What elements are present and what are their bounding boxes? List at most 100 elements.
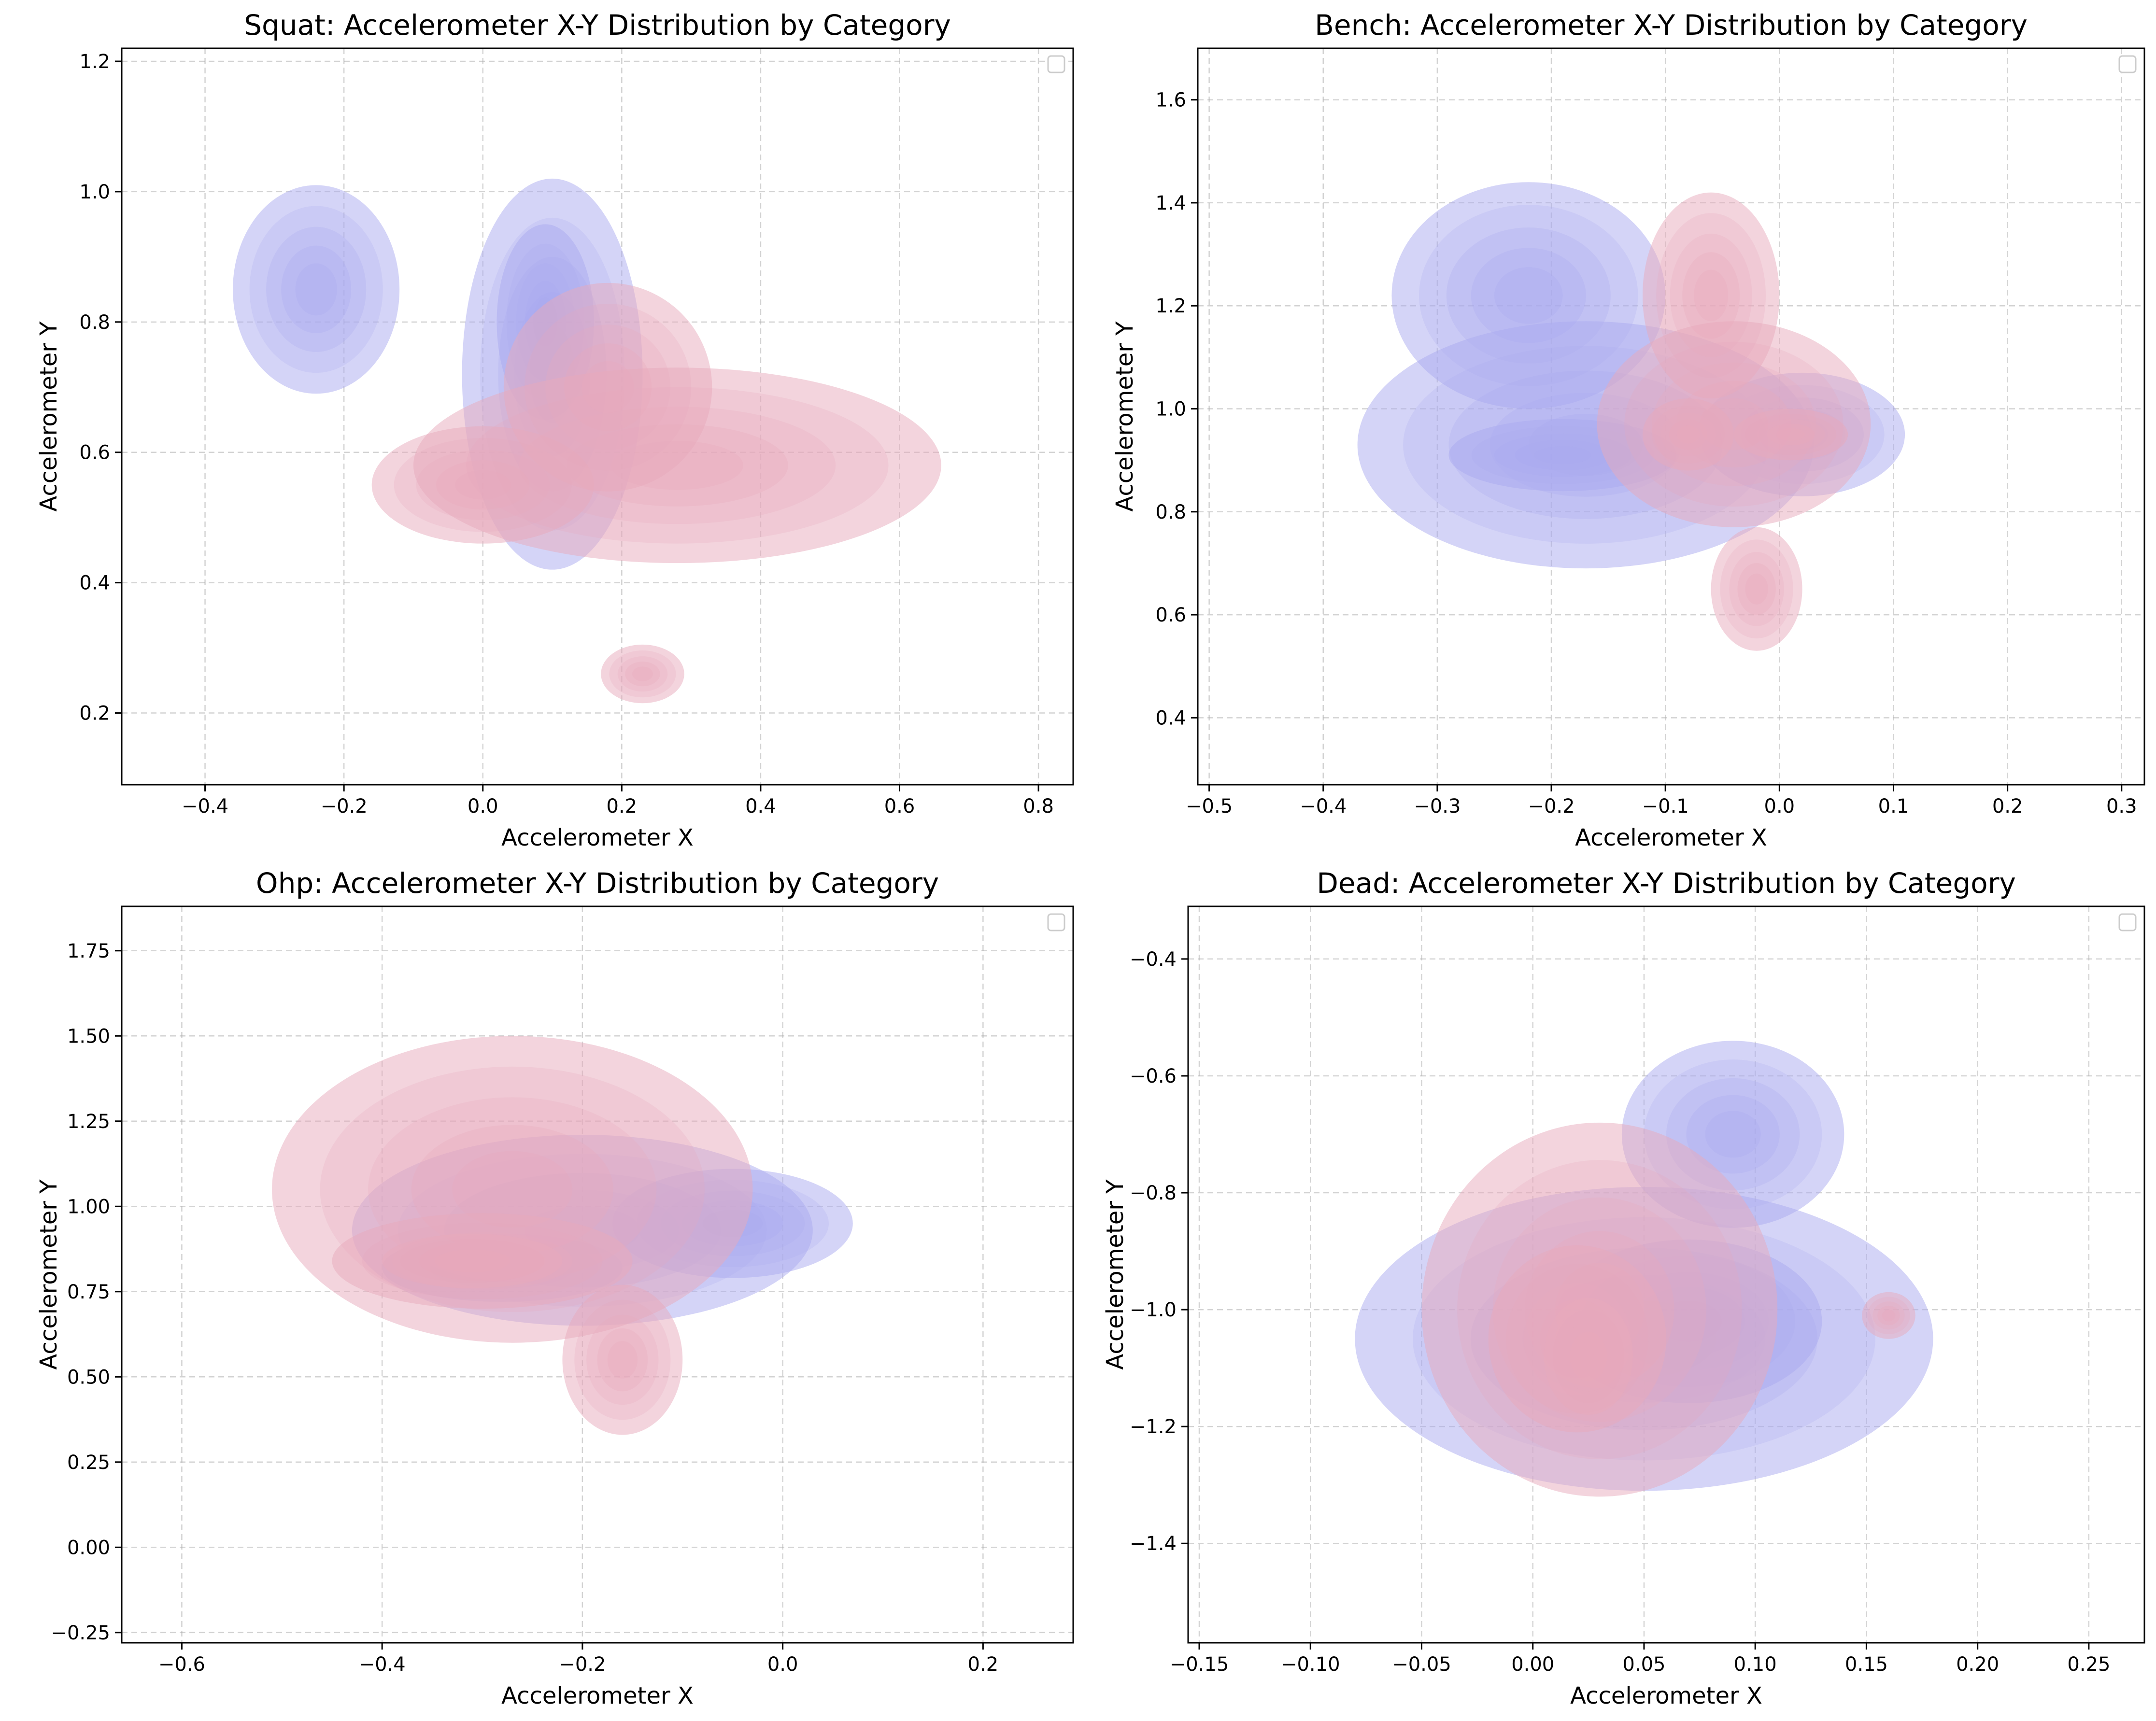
chart-4-ylabel: Accelerometer Y bbox=[1102, 1179, 1129, 1370]
chart-3-legend bbox=[1047, 913, 1065, 931]
chart-2-xtick-label-2: −0.3 bbox=[1414, 795, 1461, 818]
chart-3: −0.6 −0.4 −0.2 0.0 0.2 −0.25 0.00 0.25 0.50 0.75 1… bbox=[35, 867, 1074, 1709]
chart-2-xtick-label-0: −0.5 bbox=[1186, 795, 1233, 818]
chart-1-legend bbox=[1047, 55, 1065, 73]
chart-1-xtick-label-3: 0.2 bbox=[607, 795, 638, 818]
chart-1-series-2-blob-2-level-5 bbox=[455, 470, 511, 500]
chart-4-ytick-label-4: −0.6 bbox=[1130, 1065, 1177, 1087]
chart-4-xtick-label-5: 0.10 bbox=[1734, 1653, 1777, 1676]
chart-3-series-2-blob-4-level-5 bbox=[450, 1254, 495, 1268]
chart-1-series-2-blob-4-level-1 bbox=[601, 644, 684, 704]
chart-1-xtick-label-6: 0.8 bbox=[1023, 795, 1054, 818]
chart-1-ytick-label-5: 1.2 bbox=[79, 51, 110, 73]
chart-2-legend bbox=[2118, 55, 2137, 73]
chart-2-ytick-label-1: 0.6 bbox=[1155, 604, 1186, 626]
chart-3-xtick-label-1: −0.4 bbox=[359, 1653, 406, 1676]
chart-2-xtick-label-6: 0.1 bbox=[1878, 795, 1909, 818]
chart-3-series-2-blob-4-level-4 bbox=[434, 1249, 511, 1272]
chart-1-title: Squat: Accelerometer X-Y Distribution by… bbox=[244, 9, 951, 42]
chart-2-xtick-label-5: 0.0 bbox=[1764, 795, 1795, 818]
chart-3-ylabel: Accelerometer Y bbox=[35, 1179, 62, 1370]
chart-4-series-2-blob-2-level-1 bbox=[1862, 1292, 1915, 1339]
chart-2-ylabel: Accelerometer Y bbox=[1111, 321, 1138, 512]
chart-4-xtick-label-7: 0.20 bbox=[1956, 1653, 1999, 1676]
chart-1-series-1-blob-1-level-2 bbox=[249, 206, 383, 373]
chart-1-series-1-blob-1-level-3 bbox=[266, 226, 367, 352]
chart-4-series-2-blob-2-level-3 bbox=[1872, 1301, 1905, 1330]
chart-1-series-2 bbox=[371, 282, 941, 704]
chart-4-xtick-label-2: −0.05 bbox=[1392, 1653, 1451, 1676]
chart-1-series-2-blob-4-level-3 bbox=[617, 656, 668, 692]
chart-4-ytick-label-5: −0.4 bbox=[1130, 948, 1177, 971]
chart-4-ytick-label-2: −1.0 bbox=[1130, 1299, 1177, 1321]
chart-2-ytick-label-2: 0.8 bbox=[1155, 501, 1186, 523]
chart-3-series-2-blob-2-level-4 bbox=[597, 1328, 648, 1392]
chart-2-series-1-blob-2-level-2 bbox=[1419, 205, 1638, 386]
chart-1-ytick-label-0: 0.2 bbox=[79, 703, 110, 725]
chart-4-series-2-blob-4-level-1 bbox=[1544, 1298, 1633, 1415]
chart-3-ytick-label-4: 0.75 bbox=[67, 1281, 110, 1303]
chart-3-series-2-blob-2-level-5 bbox=[607, 1341, 638, 1379]
chart-1: −0.4 −0.2 0.0 0.2 0.4 0.6 0.8 0.2 0.4 0.6 0.8 1.0 1.… bbox=[35, 9, 1074, 851]
chart-4-series-1-blob-2-level-4 bbox=[1686, 1095, 1780, 1174]
chart-4-xtick-label-1: −0.10 bbox=[1281, 1653, 1340, 1676]
chart-1-series-2-blob-2-level-4 bbox=[436, 460, 530, 510]
chart-1-xlabel: Accelerometer X bbox=[501, 824, 694, 851]
chart-2-series-2-blob-5-level-3 bbox=[1757, 419, 1825, 450]
chart-4-series-2-blob-2-level-4 bbox=[1877, 1305, 1900, 1326]
chart-1-series-2-blob-3-level-1 bbox=[503, 282, 712, 492]
chart-2-xlabel: Accelerometer X bbox=[1575, 824, 1767, 851]
chart-1-xtick-label-4: 0.4 bbox=[745, 795, 776, 818]
chart-2-title: Bench: Accelerometer X-Y Distribution by… bbox=[1315, 9, 2028, 42]
chart-1-series-1-blob-1-level-5 bbox=[295, 263, 337, 316]
chart-3-plot-area bbox=[272, 1036, 853, 1435]
chart-4-series-2-blob-4-level-2 bbox=[1553, 1310, 1624, 1403]
chart-2-series-2-blob-4-level-1 bbox=[1642, 398, 1734, 471]
chart-4: −0.15 −0.10 −0.05 0.00 0.05 0.10 0.15 0.20 0.25 −… bbox=[1102, 867, 2145, 1709]
chart-1-series-2-blob-3-level-3 bbox=[545, 324, 670, 450]
chart-3-axes-frame bbox=[121, 905, 1074, 1644]
chart-2-series-2-blob-1-level-1 bbox=[1597, 321, 1871, 527]
chart-2-xtick-label-1: −0.4 bbox=[1300, 795, 1347, 818]
chart-4-series-2 bbox=[1421, 1122, 1915, 1497]
chart-4-series-2-blob-4-level-5 bbox=[1577, 1341, 1600, 1371]
chart-4-xtick-label-3: 0.00 bbox=[1511, 1653, 1554, 1676]
chart-3-xtick-label-4: 0.2 bbox=[968, 1653, 999, 1676]
chart-4-ytick-label-1: −1.2 bbox=[1130, 1416, 1177, 1438]
chart-2-series-2-blob-3-level-2 bbox=[1720, 539, 1793, 639]
chart-2-series-1-blob-2-level-4 bbox=[1471, 248, 1586, 343]
chart-1-series-2-blob-4-level-2 bbox=[609, 650, 676, 698]
chart-1-xtick-label-2: 0.0 bbox=[468, 795, 498, 818]
chart-4-ytick-label-0: −1.4 bbox=[1130, 1533, 1177, 1555]
chart-4-axes-frame bbox=[1187, 905, 2145, 1644]
chart-1-ytick-label-2: 0.6 bbox=[79, 442, 110, 464]
chart-2-series-2-blob-4-level-3 bbox=[1660, 413, 1716, 456]
chart-3-ytick-label-2: 0.25 bbox=[67, 1452, 110, 1474]
chart-2-series-2-blob-2-level-3 bbox=[1670, 233, 1752, 357]
chart-2-series-2-blob-2-level-2 bbox=[1656, 213, 1766, 378]
chart-2-xtick-label-4: −0.1 bbox=[1642, 795, 1689, 818]
chart-2-series-1-blob-4-level-4 bbox=[1515, 440, 1611, 470]
chart-1-ytick-label-3: 0.8 bbox=[79, 311, 110, 334]
chart-4-plot-area bbox=[1355, 1041, 1933, 1497]
chart-2-series-2-blob-5-level-4 bbox=[1767, 423, 1815, 446]
chart-1-xtick-label-5: 0.6 bbox=[884, 795, 915, 818]
chart-1-series-2-blob-4-level-4 bbox=[625, 662, 660, 687]
chart-1-ytick-label-1: 0.4 bbox=[79, 572, 110, 594]
chart-3-ytick-label-7: 1.50 bbox=[67, 1025, 110, 1047]
chart-1-ytick-label-4: 1.0 bbox=[79, 181, 110, 203]
chart-2-ytick-label-3: 1.0 bbox=[1155, 398, 1186, 421]
chart-2-plot-area bbox=[1357, 182, 1905, 651]
chart-2-series-2-blob-5-level-1 bbox=[1733, 409, 1848, 461]
chart-4-legend bbox=[2118, 913, 2137, 931]
chart-3-series-2-blob-2-level-2 bbox=[574, 1299, 671, 1420]
chart-3-series-2-blob-4-level-1 bbox=[382, 1233, 563, 1288]
chart-1-axes-frame bbox=[121, 47, 1074, 786]
chart-3-series-2-blob-4-level-2 bbox=[400, 1239, 545, 1283]
chart-3-ytick-label-6: 1.25 bbox=[67, 1111, 110, 1133]
chart-4-xtick-label-6: 0.15 bbox=[1845, 1653, 1888, 1676]
chart-3-ytick-label-8: 1.75 bbox=[67, 940, 110, 962]
chart-3-series-2 bbox=[272, 1036, 753, 1435]
chart-1-series-1-blob-1-level-1 bbox=[233, 185, 400, 394]
